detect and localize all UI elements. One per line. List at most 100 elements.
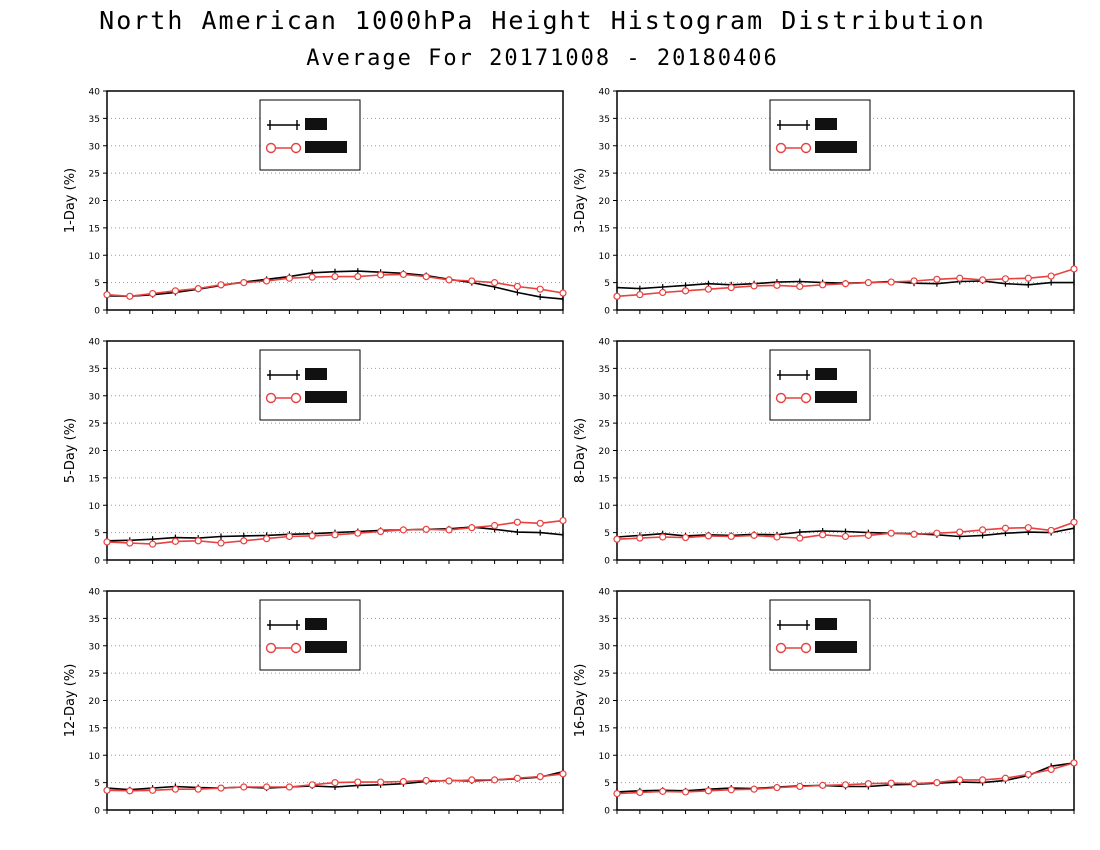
series-2-point	[773, 533, 781, 541]
series-2-point	[240, 279, 248, 287]
series-2-point	[704, 787, 713, 795]
series-2-point	[536, 519, 544, 527]
y-tick-label: 20	[89, 197, 101, 207]
legend-series-1-label-glyphs	[305, 368, 327, 380]
legend-series-1-label-glyphs	[305, 618, 327, 630]
series-2-point	[1001, 524, 1010, 532]
legend-series-2-marker	[290, 642, 302, 654]
plot-frame	[616, 590, 1075, 811]
series-2-point	[796, 782, 804, 791]
series-2-point	[263, 783, 271, 791]
series-2-point	[887, 779, 895, 787]
series-2-point	[1070, 518, 1078, 526]
y-tick-label: 5	[94, 529, 100, 539]
legend	[259, 349, 361, 421]
series-2-point	[1001, 774, 1010, 782]
y-tick-label: 20	[89, 447, 101, 457]
series-2-point	[1024, 524, 1032, 532]
y-tick-label: 0	[94, 807, 100, 817]
series-2-point	[978, 776, 987, 784]
series-2-point	[263, 277, 271, 285]
y-tick-label: 35	[89, 115, 100, 125]
y-tick-label: 30	[89, 642, 101, 652]
legend-series-2-marker	[775, 642, 787, 654]
y-tick-label: 0	[604, 557, 610, 567]
y-tick-label: 35	[89, 615, 100, 625]
y-tick-label: 20	[89, 697, 101, 707]
series-2-point	[240, 783, 248, 791]
y-tick-label: 15	[599, 474, 610, 484]
series-2-point	[864, 279, 872, 287]
series-2-point	[422, 273, 430, 281]
y-axis-label: 3-Day (%)	[573, 168, 588, 233]
series-2-point	[377, 527, 385, 536]
y-tick-label: 15	[89, 724, 100, 734]
y-tick-label: 15	[599, 224, 610, 234]
legend-series-2-marker	[800, 392, 812, 404]
series-2-point	[559, 516, 567, 525]
legend-box	[769, 349, 871, 421]
series-2-point	[513, 774, 522, 782]
series-2-point	[956, 274, 964, 282]
series-2-point	[103, 538, 111, 546]
legend-series-2-marker	[290, 392, 302, 404]
series-2-point	[331, 531, 339, 539]
series-2-point	[750, 531, 758, 539]
series-2-point	[841, 532, 850, 541]
series-2-point	[285, 783, 293, 791]
series-2-point	[536, 773, 544, 781]
y-tick-label: 35	[89, 365, 100, 375]
legend-box	[769, 599, 871, 671]
series-2-point	[399, 526, 407, 534]
series-2-point	[217, 539, 225, 547]
y-tick-label: 40	[89, 588, 101, 598]
series-2-point	[1024, 274, 1032, 282]
series-2-point	[445, 777, 453, 785]
chart-title: North American 1000hPa Height Histogram …	[99, 6, 986, 35]
legend-series-1-label-glyphs	[815, 118, 837, 130]
series-2-point	[513, 518, 522, 526]
series-2-point	[194, 785, 202, 793]
series-2-point	[468, 524, 476, 532]
chart-panel-6: 0 5 10 15 20 25 30 35 40 16-Day (%)	[573, 588, 1078, 817]
chart-panel-3: 0 5 10 15 20 25 30 35 40 5-Day (%)	[63, 338, 567, 567]
series-2-point	[559, 770, 567, 778]
y-tick-label: 0	[94, 307, 100, 317]
legend-series-2-marker	[265, 642, 277, 654]
y-tick-label: 0	[94, 557, 100, 567]
chart-panel-5: 0 5 10 15 20 25 30 35 40 12-Day (%)	[63, 588, 567, 817]
y-tick-label: 20	[599, 197, 611, 207]
legend-series-2-marker	[775, 392, 787, 404]
series-2-point	[422, 776, 430, 785]
y-tick-label: 10	[599, 752, 611, 762]
y-tick-label: 25	[89, 670, 100, 680]
series-2-point	[681, 788, 690, 796]
y-tick-label: 35	[599, 115, 610, 125]
legend-series-2-marker	[775, 142, 787, 154]
series-2-point	[750, 785, 758, 793]
series-2-point	[399, 270, 407, 279]
chart-panel-2: 0 5 10 15 20 25 30 35 40 3-Day (%)	[573, 88, 1078, 317]
legend	[769, 349, 871, 421]
series-2-point	[491, 279, 499, 287]
legend-box	[259, 349, 361, 421]
legend-series-2-marker	[800, 642, 812, 654]
chart-panel-1: 0 5 10 15 20 25 30 35 40 1-Day (%)	[63, 88, 567, 317]
y-tick-label: 30	[599, 642, 611, 652]
series-2-point	[910, 530, 918, 538]
series-2-point	[536, 285, 544, 293]
series-2-point	[217, 784, 225, 792]
series-2-point	[956, 528, 964, 536]
series-2-point	[1070, 759, 1078, 767]
y-tick-label: 10	[89, 252, 101, 262]
y-tick-label: 20	[599, 697, 611, 707]
y-tick-label: 40	[599, 338, 611, 348]
series-2-point	[636, 291, 644, 299]
series-2-point	[149, 289, 157, 298]
series-2-point	[727, 786, 735, 794]
series-2-point	[377, 271, 385, 279]
y-tick-label: 5	[604, 279, 610, 289]
legend-box	[259, 99, 361, 171]
series-2-point	[149, 786, 157, 794]
legend-series-2-label-glyphs	[815, 141, 857, 153]
